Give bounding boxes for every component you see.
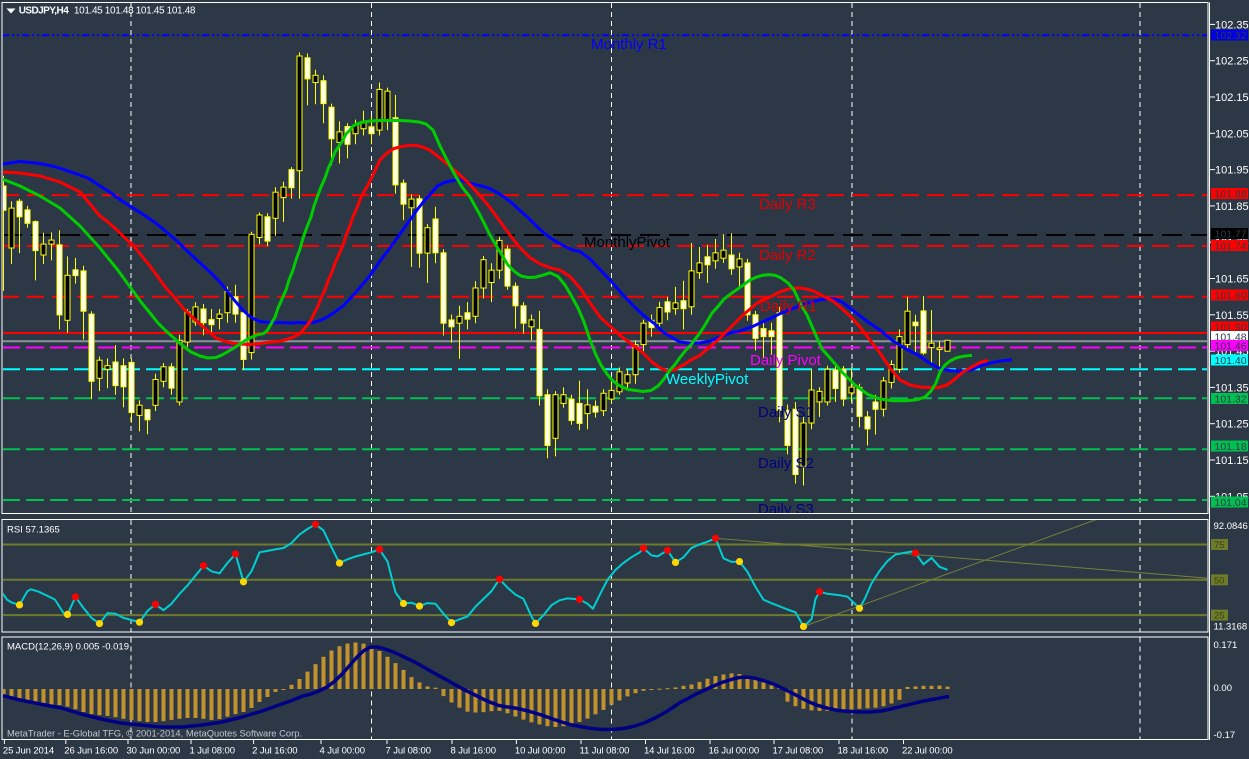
- svg-text:Daily S2: Daily S2: [758, 455, 814, 472]
- svg-text:102.35: 102.35: [1215, 19, 1249, 31]
- svg-text:Daily Pivot: Daily Pivot: [750, 352, 822, 369]
- svg-text:11 Jul 08:00: 11 Jul 08:00: [580, 746, 630, 757]
- svg-text:MetaTrader - E-Global TFG, © 2: MetaTrader - E-Global TFG, © 2001-2014, …: [7, 728, 302, 739]
- svg-text:101.35: 101.35: [1215, 382, 1249, 394]
- svg-text:Daily S3: Daily S3: [758, 501, 814, 518]
- svg-text:26 Jun 16:00: 26 Jun 16:00: [64, 746, 118, 757]
- svg-text:101.18: 101.18: [1215, 441, 1247, 453]
- svg-text:101.60: 101.60: [1215, 290, 1247, 302]
- svg-text:50: 50: [1214, 575, 1225, 586]
- svg-text:101.55: 101.55: [1215, 310, 1249, 322]
- svg-text:25: 25: [1214, 611, 1225, 622]
- svg-text:101.15: 101.15: [1215, 455, 1249, 467]
- svg-text:30 Jun 00:00: 30 Jun 00:00: [127, 746, 181, 757]
- svg-text:Daily R1: Daily R1: [760, 298, 817, 315]
- svg-text:18 Jul 16:00: 18 Jul 16:00: [838, 746, 889, 757]
- svg-text:101.40: 101.40: [1215, 355, 1247, 367]
- svg-text:25 Jun 2014: 25 Jun 2014: [3, 746, 54, 757]
- svg-text:11.3168: 11.3168: [1214, 622, 1248, 633]
- svg-text:101.74: 101.74: [1215, 241, 1247, 253]
- svg-text:101.65: 101.65: [1215, 274, 1249, 286]
- svg-text:102.05: 102.05: [1215, 128, 1249, 140]
- svg-text:101.04: 101.04: [1215, 497, 1247, 509]
- svg-text:0.171: 0.171: [1214, 640, 1238, 651]
- svg-text:Daily S1: Daily S1: [758, 404, 814, 421]
- svg-text:101.77: 101.77: [1215, 229, 1247, 241]
- svg-text:16 Jul 00:00: 16 Jul 00:00: [709, 746, 760, 757]
- svg-text:Daily R2: Daily R2: [759, 247, 816, 264]
- svg-text:RSI 57.1365: RSI 57.1365: [7, 525, 60, 536]
- svg-text:2 Jul 16:00: 2 Jul 16:00: [252, 746, 297, 757]
- svg-text:WeeklyPivot: WeeklyPivot: [666, 371, 749, 388]
- svg-text:14 Jul 16:00: 14 Jul 16:00: [644, 746, 695, 757]
- svg-text:0.00: 0.00: [1214, 683, 1233, 694]
- svg-text:102.32: 102.32: [1215, 30, 1247, 42]
- svg-text:8 Jul 16:00: 8 Jul 16:00: [451, 746, 496, 757]
- svg-text:17 Jul 08:00: 17 Jul 08:00: [773, 746, 824, 757]
- svg-text:1 Jul 08:00: 1 Jul 08:00: [190, 746, 235, 757]
- svg-text:MonthlyPivot: MonthlyPivot: [584, 234, 671, 251]
- svg-text:Daily R3: Daily R3: [759, 196, 816, 213]
- svg-text:101.88: 101.88: [1215, 189, 1247, 201]
- svg-text:102.15: 102.15: [1215, 92, 1249, 104]
- svg-text:101.25: 101.25: [1215, 419, 1249, 431]
- svg-text:22 Jul 00:00: 22 Jul 00:00: [902, 746, 953, 757]
- svg-text:101.85: 101.85: [1215, 201, 1249, 213]
- svg-text:101.95: 101.95: [1215, 165, 1249, 177]
- svg-text:7 Jul 08:00: 7 Jul 08:00: [386, 746, 431, 757]
- svg-text:102.25: 102.25: [1215, 56, 1249, 68]
- svg-text:75: 75: [1214, 540, 1225, 551]
- svg-text:-0.17: -0.17: [1214, 730, 1236, 741]
- svg-text:MACD(12,26,9) 0.005 -0.019: MACD(12,26,9) 0.005 -0.019: [7, 642, 129, 653]
- svg-text:101.45 101.48 101.45 101.48: 101.45 101.48 101.45 101.48: [74, 6, 196, 17]
- svg-text:Monthly R1: Monthly R1: [591, 36, 667, 53]
- svg-text:101.46: 101.46: [1215, 341, 1247, 353]
- svg-text:USDJPY,H4: USDJPY,H4: [19, 6, 70, 17]
- svg-text:92.0846: 92.0846: [1214, 521, 1248, 532]
- svg-text:10 Jul 00:00: 10 Jul 00:00: [515, 746, 566, 757]
- svg-text:4 Jul 00:00: 4 Jul 00:00: [320, 746, 365, 757]
- svg-text:101.32: 101.32: [1215, 394, 1247, 406]
